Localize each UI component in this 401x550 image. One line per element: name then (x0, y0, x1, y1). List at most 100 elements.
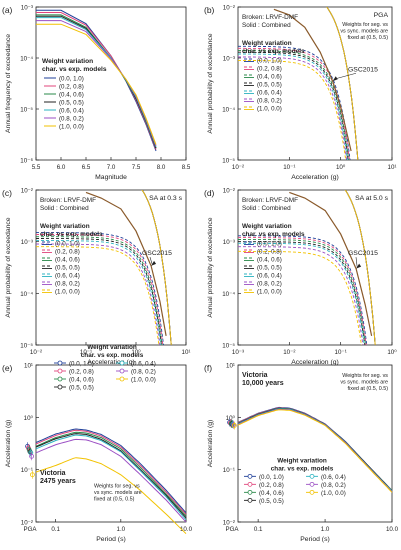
spectrum-line-0 (35, 428, 187, 514)
annotation-arrow (333, 72, 357, 80)
legend-marker (309, 489, 315, 495)
legend-label: (0.6, 0.4) (131, 361, 156, 368)
annotation-arrow (149, 257, 153, 264)
mfd-line-1 (36, 12, 157, 150)
weights-note: fixed at (0.5, 0.5) (94, 496, 135, 502)
y-tick-label: 10⁻⁵ (222, 158, 235, 165)
mfd-line-6 (36, 23, 157, 145)
broken-line-6 (36, 246, 160, 345)
legend-label: (0.0, 1.0) (257, 58, 282, 65)
x-axis-label: Acceleration (g) (291, 174, 339, 181)
legend-label: (0.0, 1.0) (69, 361, 94, 368)
weights-note: fixed at (0.5, 0.5) (348, 35, 389, 41)
style-note: Broken: LRVF-DMF (242, 197, 298, 204)
x-tick-label: 7.5 (132, 164, 141, 171)
plot-area (238, 190, 376, 345)
plot-area (36, 190, 172, 345)
broken-line-0 (238, 235, 368, 345)
legend-label: (0.6, 0.4) (321, 474, 346, 481)
x-tick-label: 10⁻² (232, 164, 244, 171)
y-tick-label: 10¹ (24, 363, 33, 370)
x-axis-label: Period (s) (300, 536, 329, 543)
legend-marker (119, 376, 125, 382)
legend-title: Weight variation (40, 223, 90, 230)
legend-label: (0.5, 0.5) (257, 82, 282, 89)
broken-line-5 (36, 243, 161, 345)
legend-label: (0.8, 0.2) (257, 281, 282, 288)
y-tick-label: 10⁻⁴ (222, 291, 235, 298)
weights-note: vs sync. models are (340, 29, 388, 35)
legend-label: (0.8, 0.2) (321, 482, 346, 489)
legend-label: (0.8, 0.2) (55, 281, 80, 288)
legend-title: Weight variation (87, 344, 137, 351)
gsc2015-line (85, 191, 167, 337)
legend-label: (0.4, 0.6) (69, 377, 94, 384)
x-tick-label: 0.1 (51, 526, 60, 533)
chart-panel-f: (f) 10⁻² 10⁻¹ 10⁰ 10¹ 0.1 1.0 10.0 PGA Period (s)… (204, 363, 399, 544)
weights-note: fixed at (0.5, 0.5) (348, 386, 389, 392)
y-tick-label: 10⁻³ (21, 239, 33, 246)
x-tick-label: 10⁻¹ (283, 164, 295, 171)
legend-label: (0.0, 1.0) (55, 241, 80, 248)
legend-label: (0.2, 0.8) (55, 249, 80, 256)
y-tick-label: 10⁻⁵ (20, 107, 33, 114)
legend-marker (57, 384, 63, 390)
plot-frame (237, 364, 393, 523)
x-tick-label: 8.5 (182, 164, 191, 171)
x-tick-label: 10⁰ (336, 164, 346, 171)
y-axis-label: Annual probability of exceedance (207, 33, 214, 133)
spectrum-line-2 (35, 431, 187, 517)
plot-frame (237, 189, 393, 346)
broken-line-3 (36, 238, 162, 345)
legend-marker (57, 376, 63, 382)
x-axis-label: Acceleration (g) (87, 359, 135, 366)
x-tick-label: 10⁻² (283, 349, 295, 356)
panel-letter: (d) (204, 188, 215, 198)
y-axis-label: Acceleration (g) (5, 420, 12, 468)
x-tick-label: 10⁻¹ (335, 349, 347, 356)
gsc2015-annotation: GSC2015 (348, 250, 378, 257)
legend-label: (0.4, 0.6) (55, 257, 80, 264)
legend-marker (247, 481, 253, 487)
panel-title: PGA (374, 12, 389, 19)
x-axis-label: Magnitude (95, 174, 127, 181)
gsc2015-annotation: GSC2015 (348, 66, 378, 73)
x-tick-label: 0.1 (254, 526, 263, 533)
y-tick-label: 10⁻³ (223, 56, 235, 63)
chart-panel-a: (a) 10⁻⁶ 10⁻⁵ 10⁻⁴ 10⁻³ 5.5 6.0 6.5 7.0 7.5 8.0 8.5… (2, 5, 191, 182)
broken-line-0 (238, 45, 351, 160)
y-tick-label: 10⁻³ (223, 239, 235, 246)
y-tick-label: 10⁻⁵ (20, 343, 33, 350)
legend-label: (0.2, 0.8) (257, 66, 282, 73)
x-tick-label: 10⁻¹ (80, 349, 92, 356)
legend-label: (0.5, 0.5) (69, 385, 94, 392)
x-tick-label: 6.0 (57, 164, 66, 171)
style-note: Solid : Combined (242, 22, 291, 29)
gsc2015-line (289, 191, 373, 337)
legend-title: char. vs exp. models (271, 465, 334, 472)
y-tick-label: 10⁻² (223, 5, 235, 12)
x-tick-label: 5.5 (32, 164, 41, 171)
spectrum-line-5 (35, 438, 187, 523)
y-tick-label: 10⁻¹ (223, 467, 235, 474)
panel-letter: (c) (2, 188, 12, 198)
x-tick-label: 1.0 (117, 526, 126, 533)
spectrum-line-6 (237, 409, 393, 493)
legend-label: (0.0, 1.0) (59, 76, 84, 83)
y-tick-label: 10⁰ (226, 415, 236, 422)
spectrum-line-3 (35, 433, 187, 519)
mfd-line-0 (36, 9, 157, 152)
annotation-arrow (355, 257, 358, 267)
legend-label: (0.0, 1.0) (257, 241, 282, 248)
legend-marker (119, 360, 125, 366)
broken-line-3 (238, 241, 366, 345)
site-label: 10,000 years (242, 380, 284, 387)
solid-line-6 (326, 7, 359, 160)
broken-line-0 (36, 232, 165, 345)
broken-line-6 (238, 250, 362, 345)
mfd-line-2 (36, 14, 157, 149)
site-label: Victoria (40, 470, 66, 477)
legend-title: char. vs exp. models (81, 352, 144, 359)
y-axis-label: Annual probability of exceedance (207, 217, 214, 317)
